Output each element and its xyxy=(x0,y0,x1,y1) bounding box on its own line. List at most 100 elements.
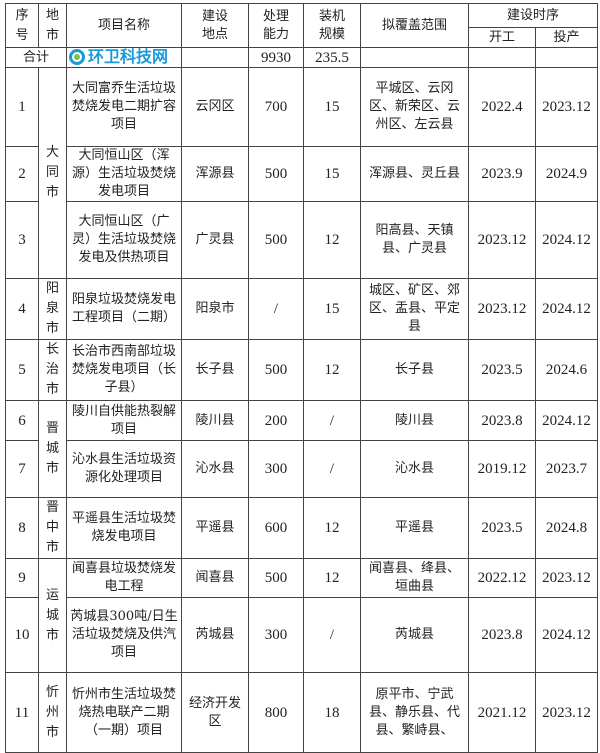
header-name: 项目名称 xyxy=(66,3,182,48)
row-operation: 2024.6 xyxy=(534,339,599,401)
row-location: 陵川县 xyxy=(181,400,249,441)
row-project-name: 长治市西南部垃圾焚烧发电项目（长子县） xyxy=(66,339,182,401)
row-start: 2023.9 xyxy=(468,146,536,202)
row-project-name: 芮城县300吨/日生活垃圾焚烧及供汽项目 xyxy=(66,597,182,673)
total-row: 合计 环卫科技网 9930 235.5 xyxy=(5,47,599,68)
header-operation: 投产 xyxy=(534,27,599,48)
row-start: 2023.8 xyxy=(468,597,536,673)
logo-icon xyxy=(69,49,85,66)
row-installed: 15 xyxy=(303,67,361,147)
header-capacity: 处理能力 xyxy=(248,3,304,48)
watermark-text: 环卫科技网 xyxy=(88,47,169,67)
row-location: 闻喜县 xyxy=(181,558,249,598)
row-city: 晋中市 xyxy=(38,497,67,559)
row-capacity: 500 xyxy=(248,201,304,279)
row-installed: / xyxy=(303,440,361,498)
row-operation: 2023.12 xyxy=(534,672,599,753)
project-table: 序号 地市 项目名称 建设地点 处理能力 装机规模 拟覆盖范围 建设时序 开工 … xyxy=(5,3,599,753)
table-row: 2 大同恒山区（浑源）生活垃圾焚烧发电项目 浑源县 500 15 浑源县、灵丘县 2023.… xyxy=(5,146,599,202)
row-capacity: 500 xyxy=(248,146,304,202)
row-coverage: 闻喜县、绛县、垣曲县 xyxy=(360,558,469,598)
row-city: 长治市 xyxy=(38,339,67,401)
row-capacity: 500 xyxy=(248,339,304,401)
row-start: 2021.12 xyxy=(468,672,536,753)
row-capacity: 200 xyxy=(248,400,304,441)
row-location: 芮城县 xyxy=(181,597,249,673)
row-city: 阳泉市 xyxy=(38,278,67,340)
row-location: 长子县 xyxy=(181,339,249,401)
row-installed: 15 xyxy=(303,146,361,202)
row-location: 阳泉市 xyxy=(181,278,249,340)
header-city: 地市 xyxy=(38,3,67,48)
row-project-name: 沁水县生活垃圾资源化处理项目 xyxy=(66,440,182,498)
row-seq: 5 xyxy=(5,339,39,401)
row-capacity: 800 xyxy=(248,672,304,753)
watermark-logo: 环卫科技网 xyxy=(69,47,169,67)
row-start: 2023.5 xyxy=(468,339,536,401)
table-row: 5 长治市 长治市西南部垃圾焚烧发电项目（长子县） 长子县 500 12 长子县 2023.5… xyxy=(5,339,599,401)
row-operation: 2024.12 xyxy=(534,597,599,673)
row-capacity: 700 xyxy=(248,67,304,147)
row-start: 2023.8 xyxy=(468,400,536,441)
row-location: 沁水县 xyxy=(181,440,249,498)
row-installed: 15 xyxy=(303,278,361,340)
table-row: 9 运城市 闻喜县垃圾焚烧发电工程 闻喜县 500 12 闻喜县、绛县、垣曲县 2022.12… xyxy=(5,558,599,673)
row-coverage: 陵川县 xyxy=(360,400,469,441)
row-location: 经济开发区 xyxy=(181,672,249,753)
row-start: 2023.5 xyxy=(468,497,536,559)
header-installed: 装机规模 xyxy=(303,3,361,48)
row-capacity: 500 xyxy=(248,558,304,598)
row-city: 忻州市 xyxy=(38,672,67,753)
table-row: 1 大同市 大同富乔生活垃圾焚烧发电二期扩容项目 云冈区 700 15 平城区、云冈区、新荣… xyxy=(5,67,599,279)
row-project-name: 阳泉垃圾焚烧发电工程项目（二期） xyxy=(66,278,182,340)
row-seq: 3 xyxy=(5,201,39,279)
row-seq: 4 xyxy=(5,278,39,340)
row-project-name: 陵川自供能热裂解项目 xyxy=(66,400,182,441)
row-installed: / xyxy=(303,597,361,673)
table-row: 6 晋城市 陵川自供能热裂解项目 陵川县 200/陵川县 2023.8 2024.12 xyxy=(5,400,599,498)
row-location: 广灵县 xyxy=(181,201,249,279)
row-project-name: 平遥县生活垃圾焚烧发电项目 xyxy=(66,497,182,559)
row-capacity: 300 xyxy=(248,440,304,498)
row-coverage: 长子县 xyxy=(360,339,469,401)
row-operation: 2024.12 xyxy=(534,278,599,340)
row-project-name: 大同恒山区（广灵）生活垃圾焚烧发电及供热项目 xyxy=(66,201,182,279)
row-coverage: 原平市、宁武县、静乐县、代县、繁峙县、 xyxy=(360,672,469,753)
row-seq: 6 xyxy=(5,400,39,441)
total-capacity: 9930 xyxy=(248,47,304,68)
total-label: 合计 xyxy=(5,47,67,68)
row-operation: 2024.8 xyxy=(534,497,599,559)
row-installed: 18 xyxy=(303,672,361,753)
row-project-name: 忻州市生活垃圾焚烧热电联产二期（一期）项目 xyxy=(66,672,182,753)
table-row: 4 阳泉市 阳泉垃圾焚烧发电工程项目（二期） 阳泉市/15 城区、矿区、郊区、盂县、平定… xyxy=(5,278,599,340)
header-location: 建设地点 xyxy=(181,3,249,48)
row-project-name: 闻喜县垃圾焚烧发电工程 xyxy=(66,558,182,598)
row-installed: 12 xyxy=(303,497,361,559)
table-row: 3 大同恒山区（广灵）生活垃圾焚烧发电及供热项目 广灵县 500 12 阳高县、天镇县、广… xyxy=(5,201,599,279)
table-row: 11 忻州市 忻州市生活垃圾焚烧热电联产二期（一期）项目 经济开发区 800 18 原平市、… xyxy=(5,672,599,753)
row-seq: 11 xyxy=(5,672,39,753)
row-coverage: 沁水县 xyxy=(360,440,469,498)
total-name-cell: 环卫科技网 xyxy=(66,47,182,68)
row-coverage: 平遥县 xyxy=(360,497,469,559)
row-city: 晋城市 xyxy=(38,400,67,498)
row-coverage: 浑源县、灵丘县 xyxy=(360,146,469,202)
row-capacity: 300 xyxy=(248,597,304,673)
row-seq: 1 xyxy=(5,67,39,147)
header-start: 开工 xyxy=(468,27,536,48)
row-operation: 2024.9 xyxy=(534,146,599,202)
row-start: 2023.12 xyxy=(468,278,536,340)
row-capacity: 600 xyxy=(248,497,304,559)
header-schedule: 建设时序 xyxy=(467,3,599,28)
total-installed: 235.5 xyxy=(303,47,361,68)
row-installed: 12 xyxy=(303,201,361,279)
header-seq: 序号 xyxy=(5,3,39,48)
row-seq: 7 xyxy=(5,440,39,498)
row-operation: 2024.12 xyxy=(534,400,599,441)
row-capacity: / xyxy=(248,278,304,340)
row-start: 2019.12 xyxy=(468,440,536,498)
row-start: 2022.12 xyxy=(468,558,536,598)
table-row: 10 芮城县300吨/日生活垃圾焚烧及供汽项目 芮城县 300/芮城县 2023.8 20… xyxy=(5,597,599,673)
row-seq: 9 xyxy=(5,558,39,598)
row-location: 云冈区 xyxy=(181,67,249,147)
